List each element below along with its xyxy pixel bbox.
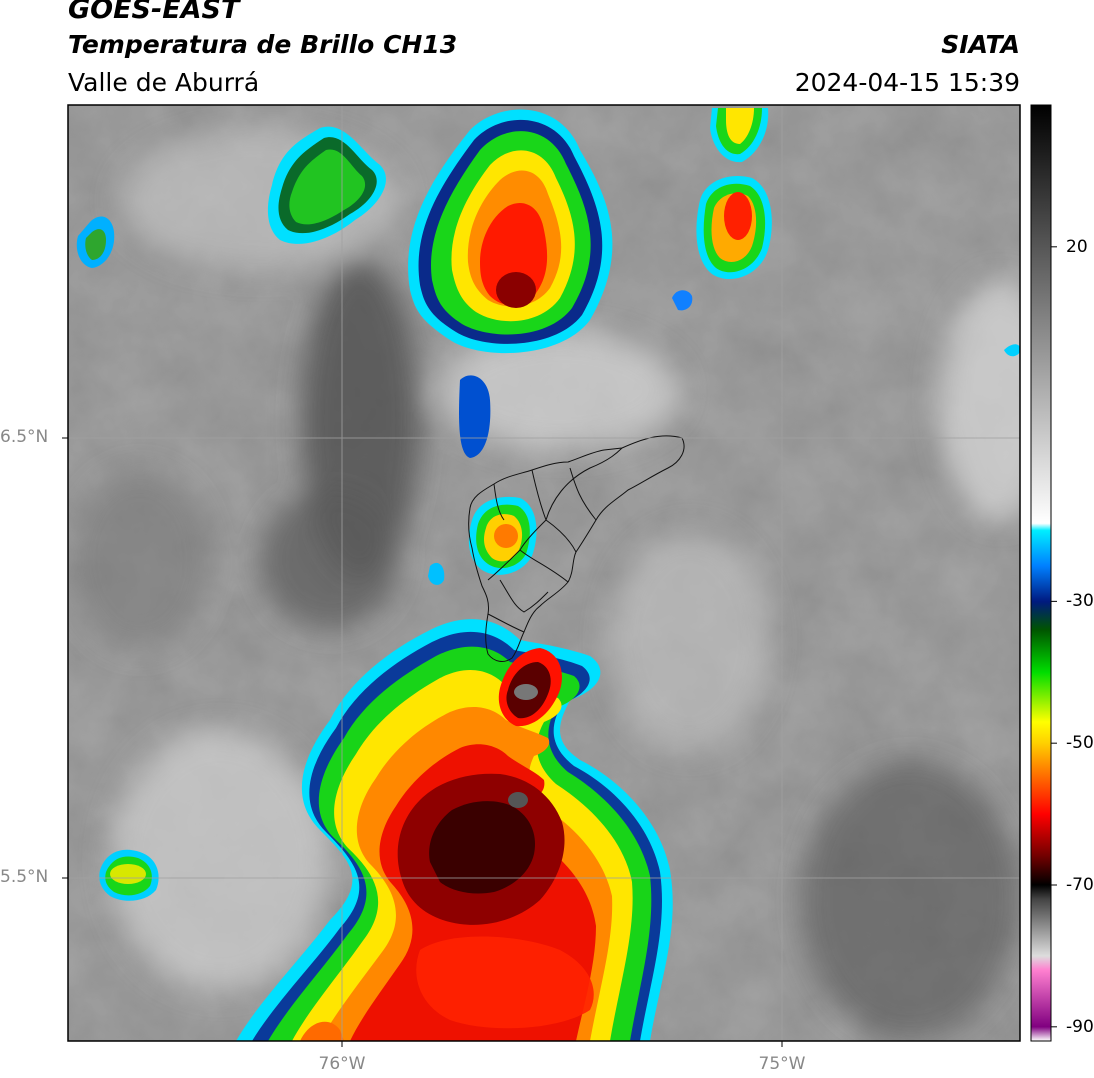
region-label: Valle de Aburrá: [68, 68, 260, 97]
colorbar-label-minus-70: -70: [1066, 875, 1094, 895]
organization-label: SIATA: [941, 30, 1020, 59]
timestamp-label: 2024-04-15 15:39: [794, 68, 1020, 97]
colorbar-label-minus-30: -30: [1066, 591, 1094, 612]
satellite-title: GOES-EAST: [68, 0, 240, 25]
storm-center: [428, 375, 537, 585]
gridlines: [68, 105, 1020, 1041]
colorbar-ticks: [1051, 246, 1057, 1028]
storm-north: [408, 109, 613, 354]
storm-northeast: [672, 108, 1020, 357]
storm-northwest: [76, 126, 386, 268]
warm-cloud-layer: [70, 130, 1020, 1040]
colorbar: [1030, 104, 1057, 1042]
lat-label-5-5: 5.5°N: [0, 867, 49, 887]
map-frame: [67, 104, 1021, 1042]
product-title: Temperatura de Brillo CH13: [68, 30, 458, 59]
colorbar-label-20: 20: [1066, 236, 1088, 257]
lon-label-76w: 76°W: [318, 1054, 366, 1074]
colorbar-label-minus-90: -90: [1066, 1016, 1094, 1037]
colorbar-frame: [1030, 104, 1052, 1042]
colorbar-label-minus-50: -50: [1066, 733, 1094, 754]
map-plot-area: [68, 105, 1020, 1041]
lon-label-75w: 75°W: [758, 1054, 806, 1074]
lat-label-6-5: 6.5°N: [0, 427, 49, 447]
colorbar-gradient: [1031, 105, 1051, 1041]
storm-south: [99, 619, 673, 1041]
municipal-boundaries: [468, 435, 685, 662]
